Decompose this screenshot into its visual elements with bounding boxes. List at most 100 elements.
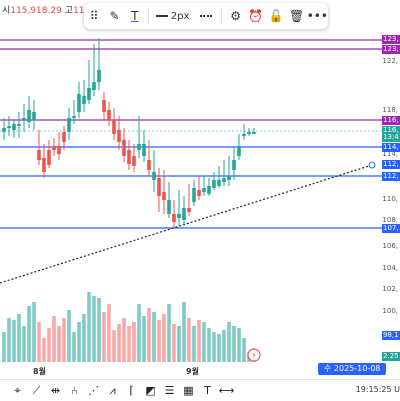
candle-body	[212, 180, 216, 188]
path-icon[interactable]: ⩘	[109, 383, 116, 397]
unlock-icon[interactable]: 🔓	[268, 9, 284, 23]
price-axis-label: 122,	[382, 57, 398, 65]
price-tag: 13:4	[382, 133, 400, 142]
fork-icon[interactable]: ⑃	[71, 384, 78, 397]
candle-body	[227, 176, 231, 180]
alarm-clock-icon[interactable]: ⏰	[248, 9, 264, 23]
measure-icon[interactable]: ⟷	[218, 384, 235, 397]
ohlc-high-value: 11	[72, 6, 85, 16]
candle-body	[117, 130, 121, 142]
toolbar-divider	[147, 8, 149, 24]
volume-bar	[242, 338, 246, 362]
price-tag: 116,	[382, 126, 400, 135]
volume-bar	[207, 328, 211, 362]
candle-body	[127, 150, 131, 164]
candle-body	[22, 118, 26, 120]
ohlc-open-label: 시	[2, 6, 11, 16]
candle-body	[77, 94, 81, 112]
volume-bar	[67, 310, 71, 362]
price-tag: 114,	[382, 143, 400, 152]
volume-bar	[227, 322, 231, 362]
grid-icon[interactable]: ▦	[183, 384, 194, 397]
volume-bar	[37, 322, 41, 362]
volume-bar	[72, 332, 76, 362]
price-chart[interactable]: ⚡	[0, 0, 400, 364]
volume-bar	[157, 320, 161, 362]
grid-dots-icon[interactable]: ⠿	[89, 9, 99, 23]
candle-body	[167, 200, 171, 214]
volume-bar	[77, 322, 81, 362]
candle-body	[177, 214, 181, 218]
bracket-icon[interactable]: ⌈	[129, 384, 134, 397]
volume-bar	[147, 308, 151, 362]
candle-body	[82, 96, 86, 104]
crosshair-icon[interactable]: ⌖	[14, 383, 21, 397]
candle-body	[62, 132, 66, 142]
candle-body	[32, 112, 36, 120]
price-tag: 2.25	[382, 352, 400, 361]
volume-bar	[187, 318, 191, 362]
text-icon[interactable]: T	[204, 384, 211, 397]
volume-bar	[2, 332, 6, 362]
line-style-icon[interactable]	[199, 15, 213, 17]
more-icon[interactable]: •••	[306, 9, 328, 23]
trend-line	[0, 164, 373, 284]
stroke-width-selector[interactable]: 2px	[155, 11, 190, 22]
volume-bar	[127, 326, 131, 362]
candle-body	[192, 188, 196, 202]
volume-bar	[162, 314, 166, 362]
candle-body	[37, 150, 41, 160]
volume-bar	[97, 298, 101, 362]
volume-bar	[212, 332, 216, 362]
candle-body	[92, 82, 96, 90]
volume-bar	[132, 322, 136, 362]
volume-bar	[137, 304, 141, 362]
volume-bar	[177, 326, 181, 362]
price-axis-label: 106,	[382, 242, 398, 250]
long-position-icon[interactable]: ◩	[145, 384, 156, 397]
volume-bar	[167, 304, 171, 362]
bottom-drawing-toolbar: ⌖ ⟋ ⇹ ⑃ ⋰ ⩘ ⌈ ◩ ☰ ▦ T ⟷	[0, 379, 400, 401]
candle-body	[152, 172, 156, 180]
fib-icon[interactable]: ☰	[164, 384, 175, 397]
candle-body	[122, 140, 126, 156]
price-axis-label: 118,	[382, 106, 398, 114]
candle-body	[172, 214, 176, 222]
candle-body	[202, 188, 206, 192]
candle-body	[197, 190, 201, 196]
text-color-icon[interactable]: T	[131, 9, 139, 23]
volume-bar	[17, 314, 21, 362]
price-axis-label: 114,	[382, 150, 398, 158]
settings-gear-icon[interactable]: ⚙	[230, 9, 241, 23]
candle-body	[107, 110, 111, 120]
candle-body	[57, 146, 61, 154]
trash-icon[interactable]: 🗑	[288, 9, 305, 23]
volume-bar	[112, 330, 116, 362]
volume-bar	[47, 328, 51, 362]
candle-body	[12, 124, 16, 130]
trend-line-handle	[368, 161, 376, 169]
volume-bar	[232, 326, 236, 362]
price-axis-label: 104,	[382, 264, 398, 272]
ohlc-legend: 시115,918.29 고11	[2, 3, 84, 16]
candle-body	[232, 160, 236, 170]
pencil-icon[interactable]: ✎	[109, 9, 120, 23]
volume-bar	[197, 320, 201, 362]
candle-body	[187, 208, 191, 212]
trendline-icon[interactable]: ⟋	[32, 383, 41, 397]
price-axis-label: 100,	[382, 307, 398, 315]
candle-body	[2, 128, 6, 132]
volume-bar	[217, 334, 221, 362]
date-label-september: 9월	[186, 367, 199, 376]
clock-readout: 19:15:25 U	[355, 385, 400, 394]
candle-body	[17, 124, 21, 126]
volume-bar	[27, 306, 31, 362]
candle-body	[242, 134, 246, 136]
candle-body	[222, 178, 226, 182]
channel-icon[interactable]: ⇹	[50, 384, 61, 397]
pattern-icon[interactable]: ⋰	[88, 384, 99, 397]
volume-bar	[182, 302, 186, 362]
candle-body	[27, 110, 31, 122]
candle-body	[67, 118, 71, 132]
